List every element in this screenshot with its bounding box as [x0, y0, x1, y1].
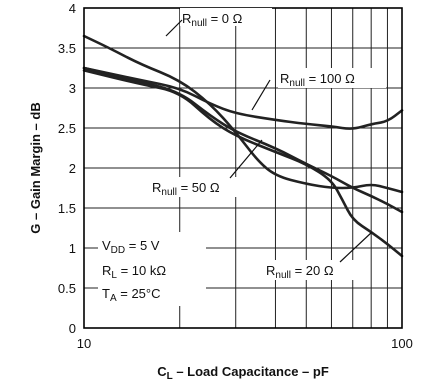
tick-labels: 0 0.5 1 1.5 2 2.5 3 3.5 4 10 100	[58, 1, 413, 351]
series-label-r50: Rnull = 50 Ω	[152, 180, 220, 198]
leader-r0	[165, 19, 183, 37]
x-tick-label: 10	[77, 336, 91, 351]
label-bg-50	[150, 177, 252, 197]
y-axis-title: G – Gain Margin – dB	[28, 102, 43, 233]
label-bg-100	[278, 68, 386, 88]
x-axis-title: CL – Load Capacitance – pF	[157, 364, 329, 382]
y-tick-label: 3.5	[58, 41, 76, 56]
condition-rl: RL = 10 kΩ	[102, 263, 166, 281]
y-tick-label: 4	[69, 1, 76, 16]
label-bg-20	[264, 260, 358, 280]
series-line-3	[82, 69, 404, 258]
leader-r50	[229, 139, 263, 179]
series-line-0	[82, 34, 404, 194]
series-label-r100: Rnull = 100 Ω	[280, 71, 355, 89]
y-tick-label: 2.5	[58, 121, 76, 136]
label-bg-0	[180, 8, 272, 26]
y-tick-label: 2	[69, 161, 76, 176]
y-tick-label: 0	[69, 321, 76, 336]
condition-vdd: VDD = 5 V	[102, 238, 160, 256]
x-tick-label: 100	[391, 336, 413, 351]
y-tick-label: 0.5	[58, 281, 76, 296]
series-line-2	[82, 66, 404, 214]
series-label-r0: Rnull = 0 Ω	[182, 11, 243, 29]
curves	[82, 34, 404, 258]
condition-ta: TA = 25°C	[102, 286, 161, 304]
y-tick-label: 1.5	[58, 201, 76, 216]
series-label-r20: Rnull = 20 Ω	[266, 263, 334, 281]
leader-r100	[251, 79, 271, 111]
y-tick-label: 3	[69, 81, 76, 96]
conditions-bg	[98, 232, 206, 306]
y-tick-label: 1	[69, 241, 76, 256]
series-labels: Rnull = 0 Ω Rnull = 100 Ω Rnull = 50 Ω R…	[150, 8, 386, 281]
series-line-1	[82, 66, 404, 130]
leader-r20	[339, 231, 373, 263]
